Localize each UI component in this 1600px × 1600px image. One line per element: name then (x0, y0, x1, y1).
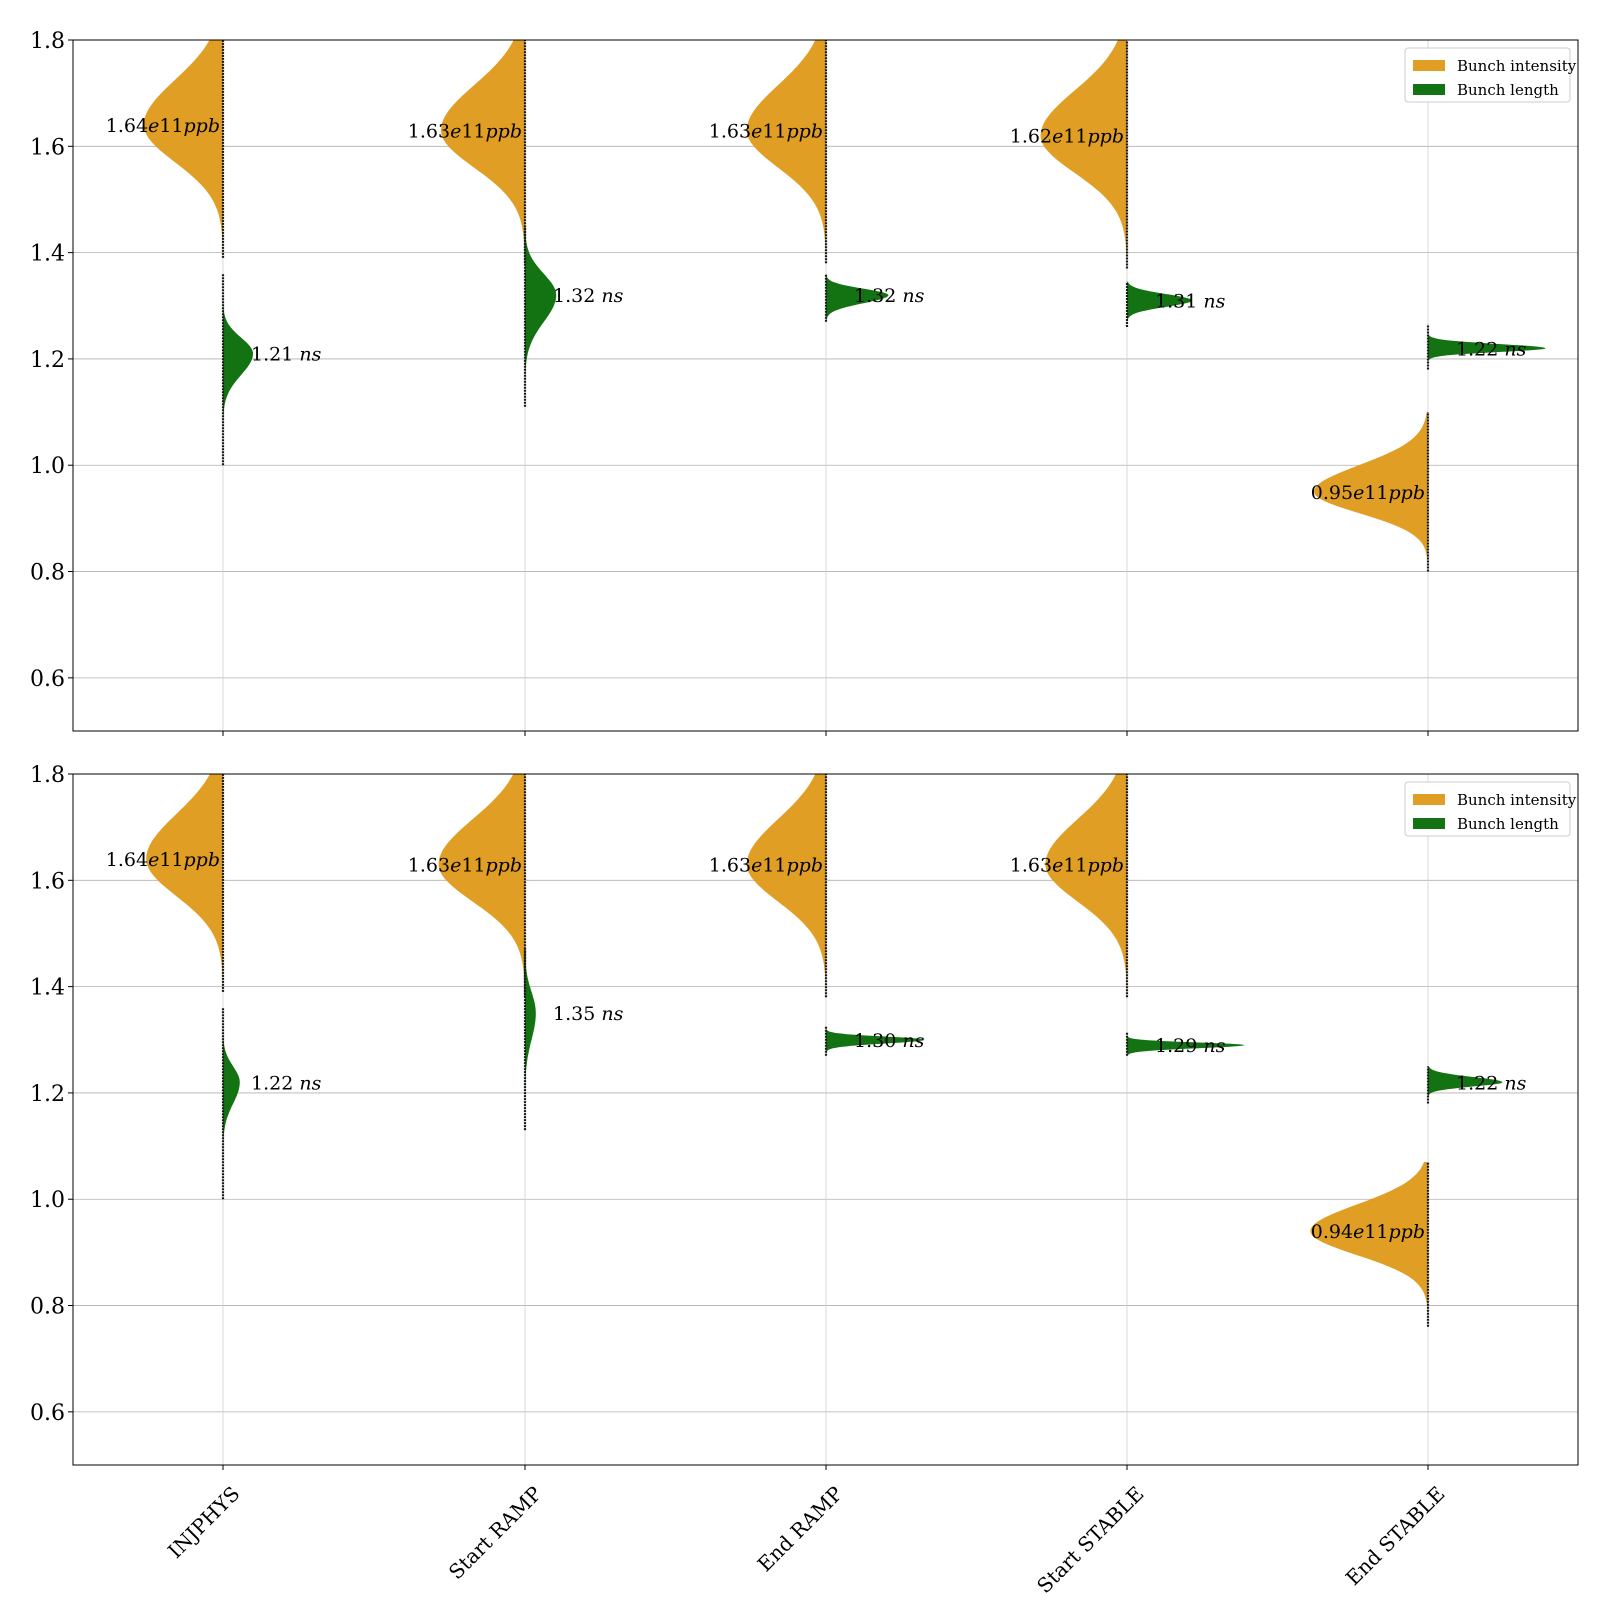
annotation-value: 1.63 (408, 854, 450, 876)
intensity-annotation: 1.64e11ppb (106, 115, 220, 137)
length-annotation: 1.30 ns (854, 1030, 925, 1052)
x-tick-label: INJPHYS (163, 1481, 244, 1562)
annotation-value: 1.63 (709, 120, 751, 142)
violin-bunch-length (1428, 1066, 1503, 1104)
y-tick-label: 1.6 (30, 135, 65, 160)
annotation-value: 0.94 (1311, 1221, 1353, 1243)
y-tick-label: 1.4 (30, 242, 65, 267)
intensity-annotation: 1.64e11ppb (106, 849, 220, 871)
violin-bunch-intensity (441, 40, 525, 264)
y-tick-label: 1.0 (30, 1188, 65, 1213)
violins (143, 40, 1546, 572)
violin-bunch-length (525, 949, 536, 1131)
legend: Bunch intensity Bunch length (1404, 781, 1577, 837)
violin-bunch-length (223, 273, 253, 466)
length-annotation: 1.22 ns (1456, 338, 1527, 360)
annotation-value: 1.32 (854, 285, 902, 307)
legend-swatch (1413, 84, 1445, 95)
violins (146, 774, 1503, 1327)
intensity-annotation: 1.63e11ppb (408, 854, 522, 876)
annotation-value: 1.64 (106, 115, 148, 137)
annotation-value: 1.30 (854, 1030, 902, 1052)
legend-label: Bunch length (1457, 815, 1559, 833)
length-annotation: 1.29 ns (1155, 1035, 1226, 1057)
violin-bunch-intensity (1310, 1162, 1428, 1327)
length-annotation: 1.32 ns (854, 285, 925, 307)
y-tick-label: 1.6 (30, 869, 65, 894)
y-tick-label: 0.8 (30, 1295, 65, 1320)
violin-bunch-intensity (1314, 412, 1428, 572)
intensity-annotation: 0.95e11ppb (1311, 482, 1425, 504)
length-annotation: 1.31 ns (1155, 290, 1226, 312)
annotation-value: 1.21 (251, 344, 299, 366)
y-tick-label: 0.6 (30, 667, 65, 692)
annotation-value: 1.63 (408, 120, 450, 142)
annotation-value: 1.62 (1010, 126, 1052, 148)
violin-bunch-length (1127, 281, 1192, 328)
y-tick-label: 0.6 (30, 1401, 65, 1426)
violin-bunch-intensity (438, 774, 525, 998)
length-annotation: 1.22 ns (1456, 1072, 1527, 1094)
length-annotation: 1.22 ns (251, 1072, 322, 1094)
length-annotation: 1.35 ns (553, 1003, 624, 1025)
violin-bunch-intensity (143, 40, 223, 258)
annotation-value: 1.31 (1155, 290, 1203, 312)
annotation-value: 1.22 (1456, 1072, 1504, 1094)
annotation-value: 1.63 (709, 854, 751, 876)
legend-swatch (1413, 818, 1445, 829)
legend-swatch (1413, 60, 1445, 71)
length-annotation: 1.32 ns (553, 285, 624, 307)
panel-2: 1.64e11ppb 1.63e11ppb 1.63e11ppb 1.63e11ppb… (30, 763, 1579, 1470)
intensity-annotation: 1.63e11ppb (1010, 854, 1124, 876)
annotation-value: 1.22 (251, 1072, 299, 1094)
y-tick-label: 1.0 (30, 454, 65, 479)
intensity-annotation: 1.62e11ppb (1010, 126, 1124, 148)
annotation-value: 1.29 (1155, 1035, 1203, 1057)
annotation-value: 0.95 (1311, 482, 1353, 504)
y-tick-label: 1.4 (30, 976, 65, 1001)
intensity-annotation: 1.63e11ppb (709, 120, 823, 142)
y-tick-label: 1.8 (30, 763, 65, 788)
y-tick-label: 1.2 (30, 1082, 65, 1107)
legend-swatch (1413, 794, 1445, 805)
legend-label: Bunch intensity (1457, 791, 1577, 809)
violin-bunch-length (525, 226, 557, 407)
violin-bunch-length (826, 273, 889, 322)
legend-label: Bunch length (1457, 81, 1559, 99)
legend: Bunch intensity Bunch length (1404, 47, 1577, 103)
panel-1: 1.64e11ppb 1.63e11ppb 1.63e11ppb 1.62e11ppb… (30, 29, 1579, 736)
y-tick-label: 0.8 (30, 561, 65, 586)
x-tick-label: End STABLE (1341, 1481, 1450, 1590)
violin-bunch-length (223, 1007, 240, 1200)
intensity-annotation: 1.63e11ppb (408, 120, 522, 142)
y-tick-label: 1.8 (30, 29, 65, 54)
violin-bunch-intensity (1040, 40, 1127, 269)
annotation-value: 1.22 (1456, 338, 1504, 360)
annotation-value: 1.64 (106, 849, 148, 871)
violin-bunch-intensity (1045, 774, 1127, 998)
intensity-annotation: 1.63e11ppb (709, 854, 823, 876)
x-tick-label: End RAMP (753, 1481, 848, 1576)
length-annotation: 1.21 ns (251, 344, 322, 366)
annotation-value: 1.35 (553, 1003, 601, 1025)
violin-bunch-length (1428, 324, 1546, 370)
violin-bunch-intensity (746, 40, 826, 264)
y-tick-label: 1.2 (30, 348, 65, 373)
violin-bunch-intensity (146, 774, 223, 992)
legend-label: Bunch intensity (1457, 57, 1577, 75)
intensity-annotation: 0.94e11ppb (1311, 1221, 1425, 1243)
annotation-value: 1.63 (1010, 854, 1052, 876)
annotation-value: 1.32 (553, 285, 601, 307)
violin-bunch-intensity (746, 774, 826, 998)
violin-bunch-length (826, 1026, 925, 1056)
violin-bunch-length (1127, 1031, 1245, 1056)
x-tick-label: Start RAMP (444, 1481, 547, 1584)
x-tick-label: Start STABLE (1032, 1481, 1148, 1597)
